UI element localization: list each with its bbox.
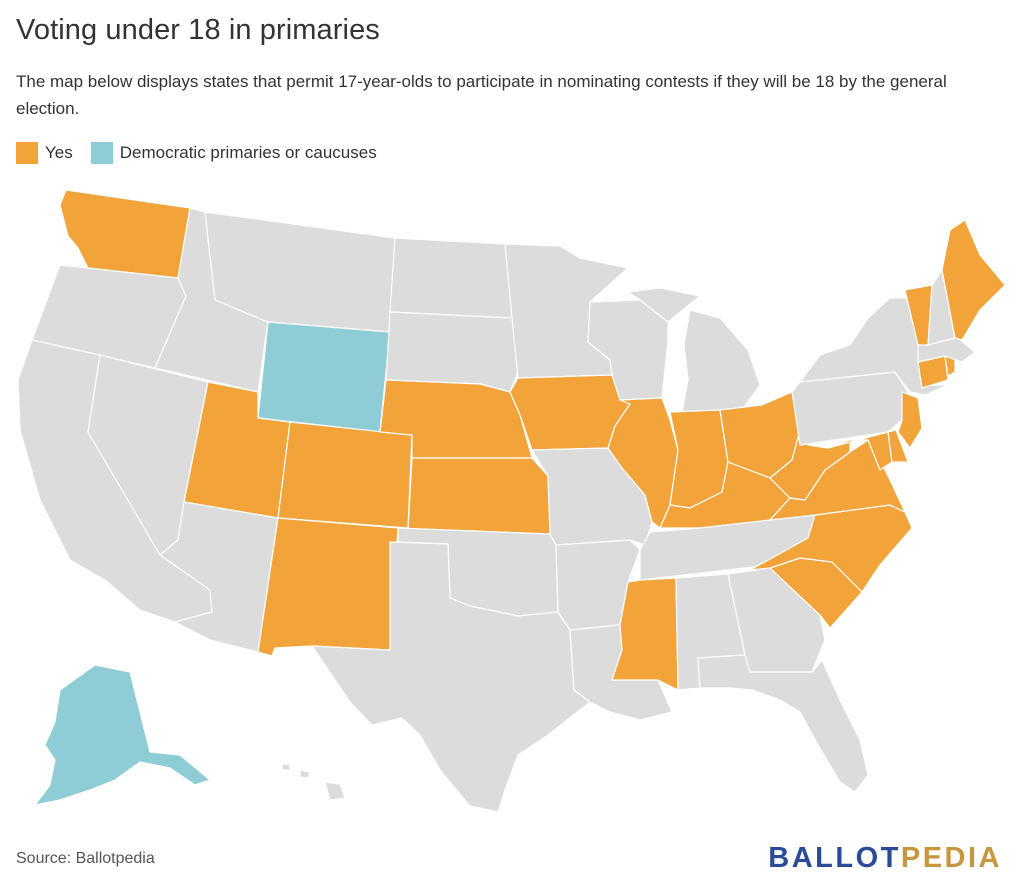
state-nm: [257, 517, 399, 657]
state-hi: [281, 763, 346, 801]
legend-item-democratic: Democratic primaries or caucuses: [90, 142, 377, 164]
ballotpedia-logo: BALLOT PEDIA: [768, 842, 1002, 875]
state-co: [277, 421, 413, 529]
legend-label-democratic: Democratic primaries or caucuses: [119, 143, 377, 162]
map-subtitle: The map below displays states that permi…: [16, 72, 947, 118]
logo-part-ballot: BALLOT: [768, 842, 901, 874]
legend-swatch-yes: [16, 142, 38, 164]
legend-swatch-democratic: [90, 142, 113, 164]
state-il: [607, 397, 679, 529]
state-me: [941, 219, 1006, 341]
state-tx: [311, 541, 591, 813]
page-title: Voting under 18 in primaries: [16, 14, 380, 46]
state-de: [887, 429, 909, 463]
legend-item-yes: Yes: [16, 142, 73, 164]
state-sd: [385, 311, 519, 393]
us-map: [0, 180, 1024, 830]
logo-part-pedia: PEDIA: [900, 842, 1002, 874]
us-map-svg: [17, 189, 1006, 813]
state-fl: [697, 654, 869, 793]
state-ak: [34, 664, 211, 806]
state-nc: [749, 504, 913, 593]
legend: Yes Democratic primaries or caucuses: [16, 142, 395, 164]
state-wy: [257, 321, 391, 433]
state-nj: [897, 391, 923, 449]
source-note: Source: Ballotpedia: [16, 850, 155, 867]
state-nd: [389, 237, 513, 319]
legend-label-yes: Yes: [45, 143, 73, 162]
state-wa: [59, 189, 191, 279]
state-ks: [407, 457, 551, 535]
